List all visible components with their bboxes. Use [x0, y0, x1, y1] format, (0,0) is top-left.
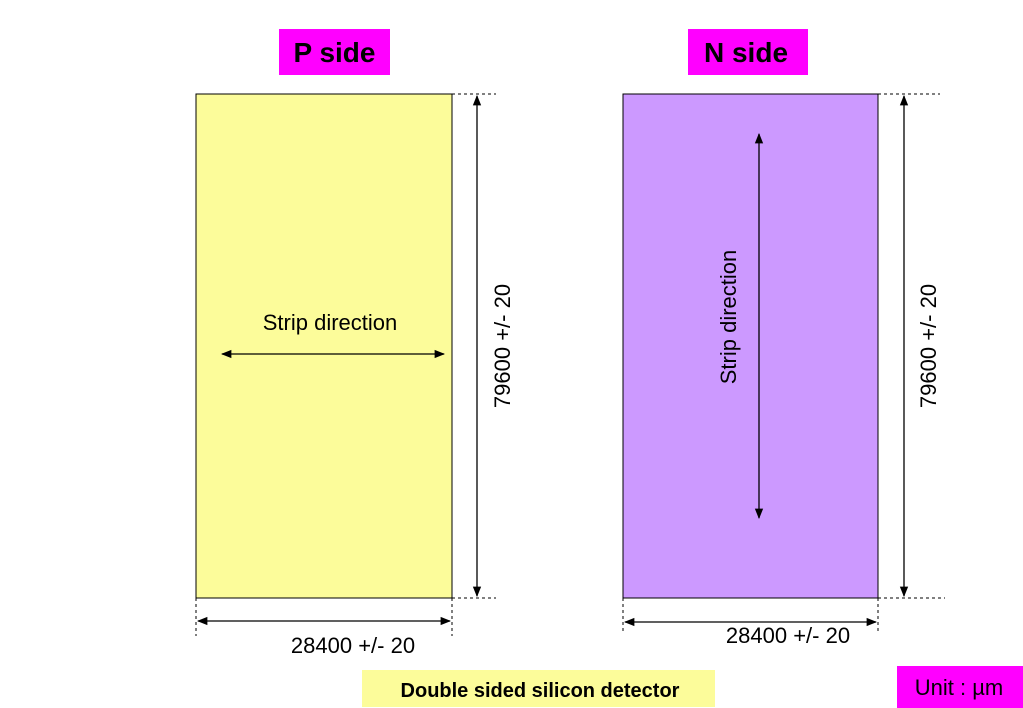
- n-side-width-label: 28400 +/- 20: [726, 623, 850, 648]
- p-side-title-background: [279, 29, 390, 75]
- n-side-strip-label: Strip direction: [716, 250, 741, 385]
- unit-label: Unit : µm: [915, 675, 1003, 700]
- caption-background: [362, 670, 715, 707]
- n-side-sensor: [622, 93, 879, 599]
- unit-background: [897, 666, 1023, 708]
- p-side-strip-label: Strip direction: [263, 310, 398, 335]
- p-side-sensor: [195, 93, 453, 599]
- n-side-height-label: 79600 +/- 20: [916, 284, 941, 408]
- p-side-title: P side: [294, 37, 376, 68]
- p-side-height-label: 79600 +/- 20: [490, 284, 515, 408]
- n-side-title-background: [688, 29, 808, 75]
- caption: Double sided silicon detector: [401, 680, 680, 702]
- n-side-title: N side: [704, 37, 788, 68]
- p-side-width-label: 28400 +/- 20: [291, 633, 415, 658]
